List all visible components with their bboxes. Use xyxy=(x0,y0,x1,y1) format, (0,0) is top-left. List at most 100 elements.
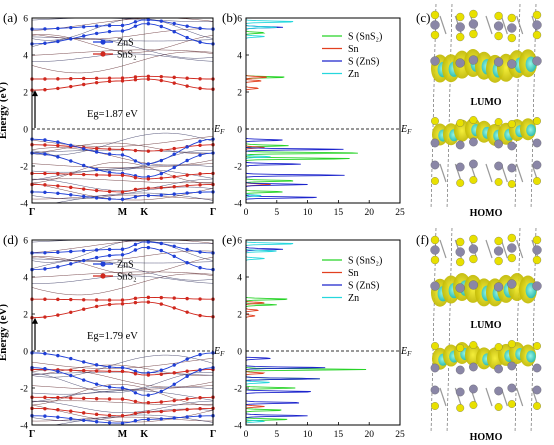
band-point xyxy=(43,191,46,194)
atom-sn xyxy=(533,246,542,255)
band-point xyxy=(147,300,150,303)
band-point xyxy=(69,77,72,80)
atom-s xyxy=(431,11,439,19)
band-point xyxy=(121,148,124,151)
band-point xyxy=(82,298,85,301)
band-point xyxy=(69,193,72,196)
band-point xyxy=(147,18,150,21)
band-point xyxy=(185,191,188,194)
band-point xyxy=(82,77,85,80)
homo-label-c: HOMO xyxy=(470,208,503,219)
atom-sn xyxy=(494,247,503,256)
y-tick-label: -2 xyxy=(20,163,28,173)
band-point xyxy=(82,164,85,167)
x-tick-label: 15 xyxy=(334,430,344,440)
band-point xyxy=(134,195,137,198)
band-point xyxy=(43,396,46,399)
band-point xyxy=(95,382,98,385)
band-point xyxy=(95,397,98,400)
band-point xyxy=(43,183,46,186)
band-point xyxy=(147,410,150,413)
atom-sn xyxy=(494,22,503,31)
band-point xyxy=(160,172,163,175)
legend-label: S (SnS₂) xyxy=(348,256,382,267)
band-point xyxy=(147,393,150,396)
band-point xyxy=(43,251,46,254)
band-point xyxy=(69,396,72,399)
band-point xyxy=(95,298,98,301)
band-point xyxy=(95,420,98,423)
legend-label: Sn xyxy=(348,44,359,55)
band-point xyxy=(173,175,176,178)
band-point xyxy=(173,306,176,309)
legend-label: S (SnS₂) xyxy=(348,32,382,43)
band-point xyxy=(108,152,111,155)
atom-s xyxy=(431,236,439,244)
band-point xyxy=(121,366,124,369)
atom-sn xyxy=(469,20,478,29)
atom-s xyxy=(533,402,541,410)
band-point xyxy=(198,368,201,371)
band-point xyxy=(95,189,98,192)
y-tick-label: 4 xyxy=(23,52,28,62)
panel-label-a: (a) xyxy=(3,10,17,25)
y-axis-label: Energy (eV) xyxy=(0,82,9,139)
band-point xyxy=(173,192,176,195)
legend-label: S (ZnS) xyxy=(348,281,379,292)
atom-s xyxy=(456,13,464,21)
band-point xyxy=(185,397,188,400)
band-point xyxy=(56,408,59,411)
bond xyxy=(486,388,492,406)
atom-zn xyxy=(508,142,516,150)
atom-s xyxy=(495,118,503,126)
atom-s xyxy=(456,238,464,246)
x-tick-label: 0 xyxy=(244,430,249,440)
band-point xyxy=(160,410,163,413)
pdos-chart-e: EF -4 -2 0 2 4 6 0 5 10 15 20 25 S (SnS₂)Sn S (ZnS)Zn xyxy=(234,237,412,441)
band-point xyxy=(173,363,176,366)
band-point xyxy=(147,77,150,80)
band-point xyxy=(134,20,137,23)
band-point xyxy=(82,187,85,190)
band-point xyxy=(56,144,59,147)
atom-s xyxy=(456,258,464,266)
band-point xyxy=(108,298,111,301)
band-point xyxy=(69,26,72,29)
band-point xyxy=(69,311,72,314)
y-tick-label: 0 xyxy=(23,348,28,358)
fermi-label: EF xyxy=(400,124,412,136)
band-point xyxy=(185,173,188,176)
band-point xyxy=(43,27,46,30)
band-point xyxy=(82,360,85,363)
band-point xyxy=(173,416,176,419)
band-point xyxy=(147,373,150,376)
atom-s xyxy=(508,14,516,22)
band-point xyxy=(82,25,85,28)
band-point xyxy=(185,159,188,162)
band-point xyxy=(121,370,124,373)
band-point xyxy=(56,313,59,316)
isosurface xyxy=(432,342,536,370)
band-point xyxy=(134,412,137,415)
band-point xyxy=(160,249,163,252)
band-point xyxy=(121,253,124,256)
atom-zn xyxy=(533,57,542,66)
x-tick-label: 5 xyxy=(274,208,279,218)
band-point xyxy=(173,76,176,79)
atom-s xyxy=(495,178,503,186)
atom-s xyxy=(431,117,439,125)
iso-lobe-cyan xyxy=(526,350,536,362)
band-point xyxy=(82,147,85,150)
x-tick-label: Γ xyxy=(29,207,35,218)
band-point xyxy=(185,36,188,39)
band-point xyxy=(43,88,46,91)
band-point xyxy=(108,385,111,388)
band-point xyxy=(185,297,188,300)
x-tick-label: 25 xyxy=(395,430,405,440)
band-point xyxy=(56,155,59,158)
y-tick-label: 0 xyxy=(237,126,242,136)
band-point xyxy=(121,421,124,424)
panel-label-e: (e) xyxy=(222,232,236,247)
atom-s xyxy=(508,120,516,128)
